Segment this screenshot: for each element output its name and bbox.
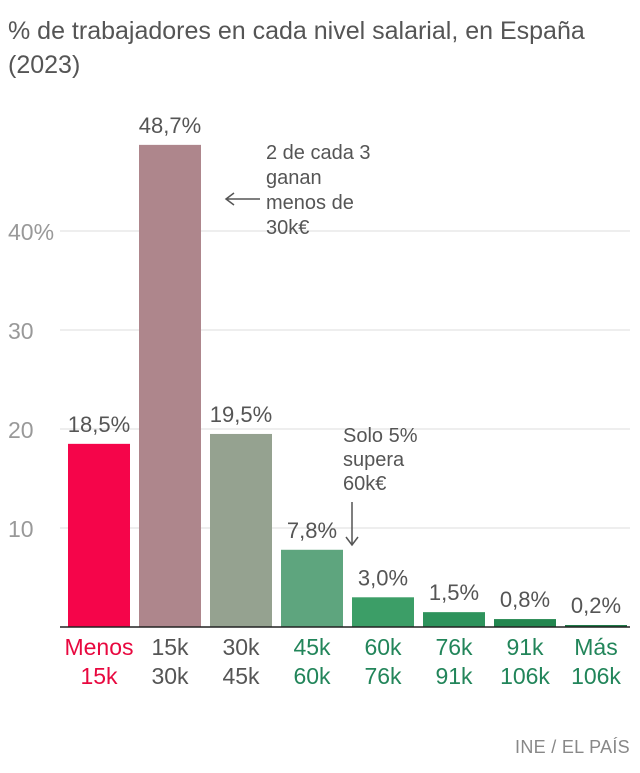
x-tick-label: 76k — [435, 634, 473, 660]
x-tick-label: 60k — [364, 634, 402, 660]
x-tick-label: Más — [574, 634, 617, 660]
data-label: 3,0% — [358, 565, 408, 590]
data-label: 19,5% — [210, 402, 272, 427]
x-tick-label: 91k — [506, 634, 544, 660]
data-label: 1,5% — [429, 580, 479, 605]
x-tick-label: 45k — [293, 634, 331, 660]
x-tick-label: 15k — [151, 634, 189, 660]
annotation-text: supera — [343, 449, 405, 471]
annotation-text: 2 de cada 3 — [266, 142, 371, 164]
bar — [68, 443, 130, 627]
data-label: 0,8% — [500, 587, 550, 612]
data-label: 18,5% — [68, 412, 130, 437]
x-tick-label: Menos — [64, 634, 133, 660]
bar — [281, 549, 343, 627]
x-tick-label: 106k — [500, 663, 550, 689]
data-label: 48,7% — [139, 113, 201, 138]
chart-title: % de trabajadores en cada nivel salarial… — [8, 17, 585, 79]
bar — [210, 433, 272, 627]
annotation-text: 60k€ — [343, 473, 386, 495]
y-tick-label: 40% — [8, 219, 54, 245]
data-label: 7,8% — [287, 518, 337, 543]
y-tick-label: 10 — [8, 516, 34, 542]
x-tick-label: 30k — [222, 634, 260, 660]
bar — [423, 612, 485, 627]
y-tick-label: 30 — [8, 318, 34, 344]
x-tick-label: 76k — [364, 663, 402, 689]
x-tick-label: 91k — [435, 663, 473, 689]
annotation-arrow — [345, 502, 359, 547]
data-label: 0,2% — [571, 593, 621, 618]
x-tick-label: 15k — [80, 663, 118, 689]
bar — [352, 597, 414, 627]
annotation-text: menos de — [266, 192, 354, 214]
x-tick-label: 30k — [151, 663, 189, 689]
annotation-text: 30k€ — [266, 217, 309, 239]
x-tick-label: 60k — [293, 663, 331, 689]
source-credit: INE / EL PAÍS — [515, 737, 630, 757]
annotation-text: ganan — [266, 167, 322, 189]
annotation-arrow — [224, 192, 260, 206]
x-tick-label: 106k — [571, 663, 621, 689]
bar — [494, 619, 556, 627]
y-tick-label: 20 — [8, 417, 34, 443]
bar — [565, 625, 627, 627]
bar — [139, 144, 201, 627]
x-tick-label: 45k — [222, 663, 260, 689]
annotation-text: Solo 5% — [343, 425, 418, 447]
